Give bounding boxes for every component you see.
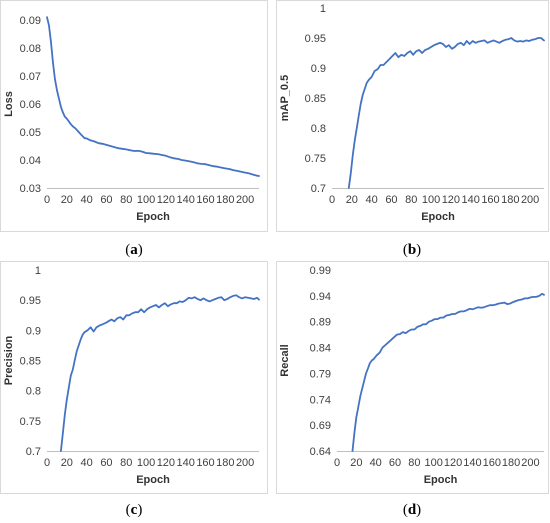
- x-tick-label: 180: [501, 194, 519, 206]
- y-tick-label: 0.75: [305, 153, 326, 165]
- y-tick-label: 0.07: [20, 71, 41, 83]
- y-axis-label: mAP_0.5: [279, 75, 291, 121]
- x-tick-label: 200: [521, 194, 539, 206]
- x-tick-label: 140: [177, 194, 195, 206]
- x-axis-label: Epoch: [136, 474, 170, 486]
- y-tick-label: 0.75: [20, 416, 41, 428]
- panel-frame: [276, 0, 549, 232]
- x-tick-label: 40: [370, 457, 382, 469]
- x-tick-label: 140: [462, 194, 480, 206]
- x-tick-label: 60: [100, 457, 112, 469]
- x-tick-label: 0: [44, 457, 50, 469]
- x-tick-label: 180: [216, 194, 234, 206]
- x-tick-label: 20: [61, 457, 73, 469]
- x-axis-label: Epoch: [424, 474, 458, 486]
- x-tick-label: 20: [346, 194, 358, 206]
- y-tick-label: 0.7: [311, 183, 326, 195]
- x-tick-label: 100: [425, 457, 443, 469]
- x-tick-label: 180: [502, 457, 520, 469]
- series-line: [351, 292, 545, 452]
- x-tick-label: 0: [44, 194, 50, 206]
- series-line: [46, 16, 260, 177]
- y-tick-label: 0.03: [20, 183, 41, 195]
- y-tick-label: 0.85: [305, 93, 326, 105]
- chart-panel-a: 0 20 40 60 80 100 120 140 160 180 200 0.03 0.04 0.05 0…: [0, 0, 268, 258]
- x-tick-label: 20: [350, 457, 362, 469]
- y-tick-label: 0.95: [305, 33, 326, 45]
- y-tick-label: 0.09: [20, 15, 41, 27]
- panel-frame: [0, 0, 268, 232]
- y-tick-label: 0.9: [26, 325, 41, 337]
- x-tick-label: 160: [481, 194, 499, 206]
- y-tick-label: 0.95: [20, 295, 41, 307]
- y-tick-label: 0.04: [20, 155, 41, 167]
- x-tick-label: 60: [385, 194, 397, 206]
- chart-panel-b: 0 20 40 60 80 100 120 140 160 180 200 0.7 0.75 0.8 0.8…: [276, 0, 549, 258]
- panel-caption: (b): [403, 242, 421, 258]
- x-tick-label: 0: [329, 194, 335, 206]
- series-line: [347, 37, 545, 189]
- y-tick-label: 0.74: [310, 394, 331, 406]
- x-tick-label: 140: [177, 457, 195, 469]
- x-axis-label: Epoch: [421, 211, 455, 223]
- x-tick-label: 100: [137, 194, 155, 206]
- y-tick-label: 0.89: [310, 317, 331, 329]
- x-tick-label: 140: [463, 457, 481, 469]
- x-tick-label: 120: [157, 457, 175, 469]
- y-tick-label: 0.94: [310, 291, 331, 303]
- y-tick-label: 1: [35, 265, 41, 277]
- x-tick-label: 20: [61, 194, 73, 206]
- x-tick-label: 120: [444, 457, 462, 469]
- x-tick-label: 60: [100, 194, 112, 206]
- y-tick-label: 0.08: [20, 43, 41, 55]
- x-tick-label: 40: [81, 194, 93, 206]
- y-tick-label: 0.06: [20, 99, 41, 111]
- y-tick-label: 0.64: [310, 446, 331, 458]
- y-axis-label: Loss: [3, 91, 15, 117]
- y-tick-label: 0.79: [310, 368, 331, 380]
- panel-frame: [0, 261, 268, 494]
- y-tick-label: 1: [320, 3, 326, 15]
- y-tick-label: 0.8: [311, 123, 326, 135]
- x-tick-label: 180: [216, 457, 234, 469]
- x-tick-label: 80: [408, 457, 420, 469]
- y-tick-label: 0.69: [310, 420, 331, 432]
- x-tick-label: 160: [196, 194, 214, 206]
- y-axis-label: Precision: [3, 335, 15, 385]
- x-tick-label: 160: [196, 457, 214, 469]
- x-tick-label: 200: [236, 457, 254, 469]
- y-tick-label: 0.85: [20, 356, 41, 368]
- x-axis-label: Epoch: [136, 211, 170, 223]
- y-tick-label: 0.84: [310, 343, 331, 355]
- chart-panel-c: 0 20 40 60 80 100 120 140 160 180 200 0.7 0.75 0.8 0.8…: [0, 261, 268, 518]
- x-tick-label: 40: [81, 457, 93, 469]
- x-tick-label: 200: [236, 194, 254, 206]
- panel-caption: (a): [125, 242, 143, 258]
- x-tick-label: 120: [157, 194, 175, 206]
- x-tick-label: 80: [405, 194, 417, 206]
- y-tick-label: 0.7: [26, 446, 41, 458]
- series-line: [60, 294, 260, 452]
- x-tick-label: 80: [120, 457, 132, 469]
- panel-frame: [276, 261, 549, 494]
- chart-panel-d: 0 20 40 60 80 100 120 140 160 180 200 0.64 0.69 0.74 0…: [276, 261, 549, 518]
- x-tick-label: 100: [422, 194, 440, 206]
- x-tick-label: 0: [334, 457, 340, 469]
- x-tick-label: 60: [389, 457, 401, 469]
- y-tick-label: 0.99: [310, 265, 331, 277]
- x-tick-label: 80: [120, 194, 132, 206]
- x-tick-label: 40: [366, 194, 378, 206]
- y-tick-label: 0.9: [311, 63, 326, 75]
- panel-caption: (c): [126, 502, 143, 518]
- y-axis-label: Recall: [279, 344, 291, 376]
- x-tick-label: 100: [137, 457, 155, 469]
- x-tick-label: 200: [521, 457, 539, 469]
- panel-caption: (d): [403, 502, 421, 518]
- y-tick-label: 0.05: [20, 127, 41, 139]
- y-tick-label: 0.8: [26, 386, 41, 398]
- x-tick-label: 160: [483, 457, 501, 469]
- x-tick-label: 120: [442, 194, 460, 206]
